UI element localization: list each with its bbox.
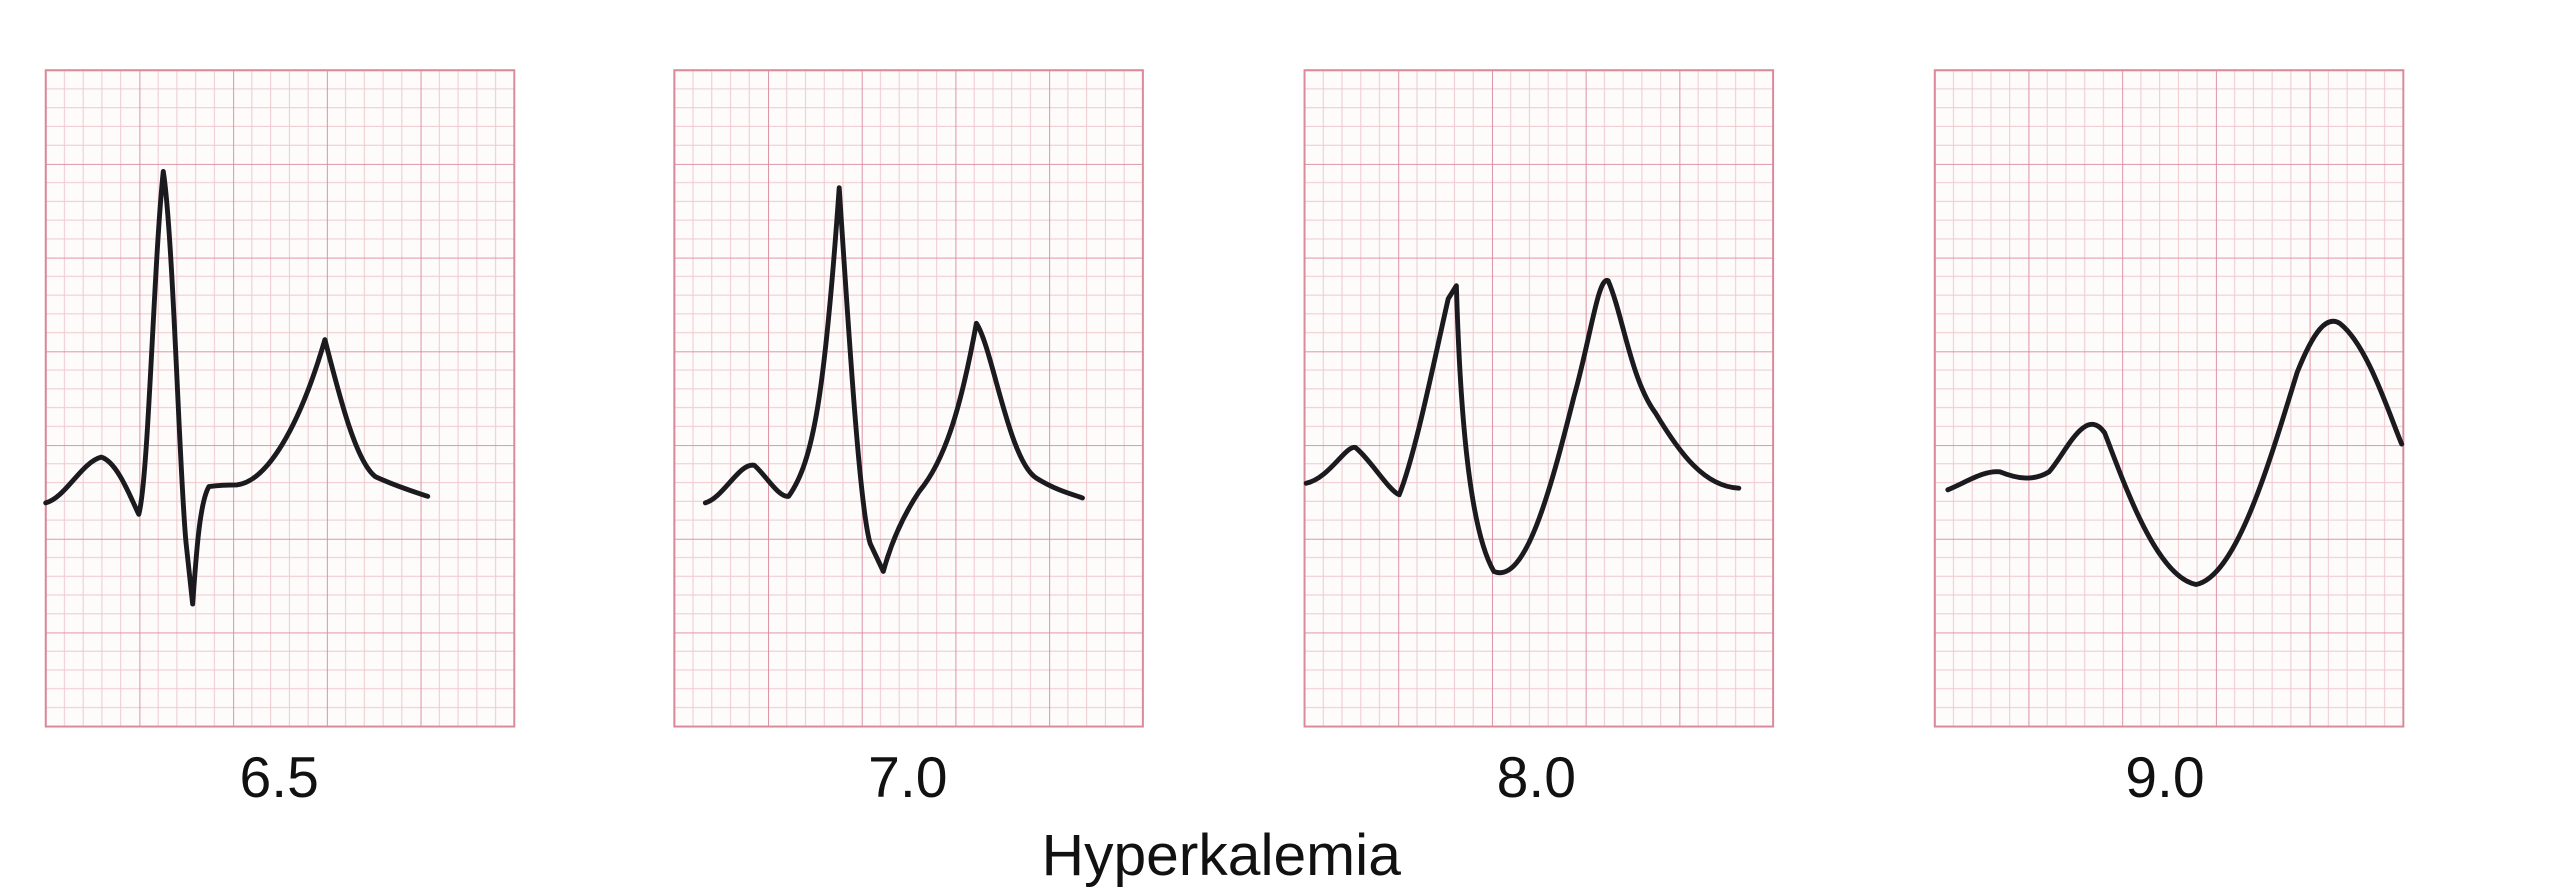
ecg-waveform (1303, 278, 1742, 576)
ecg-panel (1303, 69, 1775, 728)
ecg-waveform (1945, 319, 2405, 587)
panel-label: 6.5 (239, 746, 318, 810)
panel-label: 9.0 (2125, 746, 2204, 810)
ecg-grid (1303, 69, 1775, 728)
content: 6.5 7.0 8.0 9.0 Hyperkalemia (43, 69, 2405, 888)
ecg-grid (673, 69, 1144, 728)
figure-title: Hyperkalemia (1042, 823, 1402, 888)
ecg-panel (43, 69, 516, 728)
ecg-panel (673, 69, 1144, 728)
ecg-grid (44, 69, 516, 728)
panel-label: 7.0 (868, 746, 947, 810)
ecg-panel (1933, 69, 2405, 728)
panel-label: 8.0 (1497, 746, 1576, 810)
ecg-waveform (702, 185, 1085, 574)
ecg-waveform (43, 168, 431, 607)
ecg-grid (1933, 69, 2405, 728)
